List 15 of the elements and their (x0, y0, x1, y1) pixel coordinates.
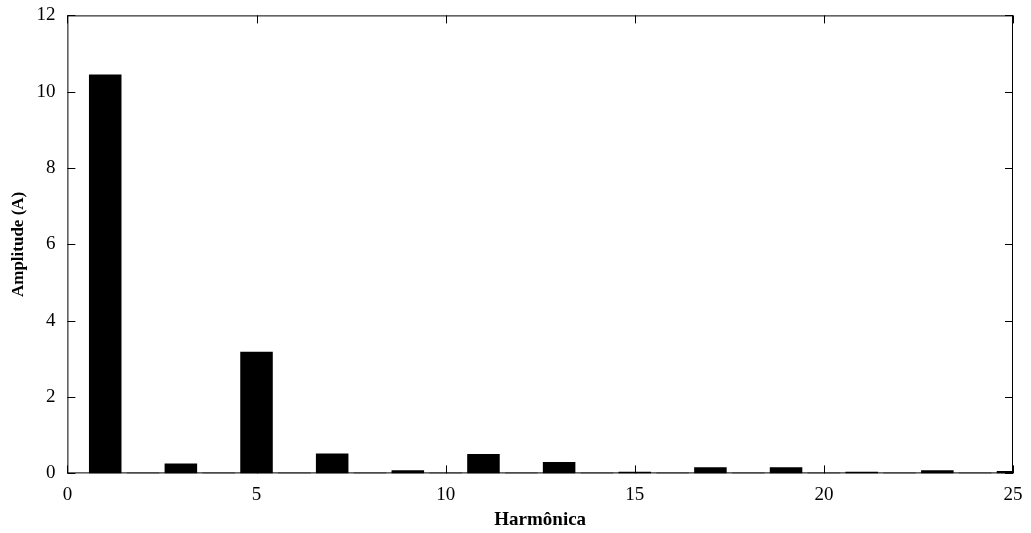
x-tick-label: 0 (62, 482, 73, 504)
x-tick-label: 5 (251, 482, 262, 504)
y-tick-label: 0 (45, 461, 56, 483)
x-tick-label: 10 (436, 482, 456, 504)
y-tick-label: 6 (45, 232, 56, 254)
x-tick-label: 25 (1003, 482, 1023, 504)
y-tick-label: 10 (36, 79, 56, 101)
x-tick-label: 20 (814, 482, 834, 504)
y-tick-label: 12 (36, 3, 56, 25)
x-tick-label: 15 (625, 482, 645, 504)
y-tick-label: 2 (45, 385, 56, 407)
y-axis-title: Amplitude (A) (7, 191, 27, 298)
x-axis-title: Harmônica (494, 507, 587, 529)
y-tick-label: 4 (45, 308, 56, 330)
y-tick-label: 8 (45, 156, 56, 178)
